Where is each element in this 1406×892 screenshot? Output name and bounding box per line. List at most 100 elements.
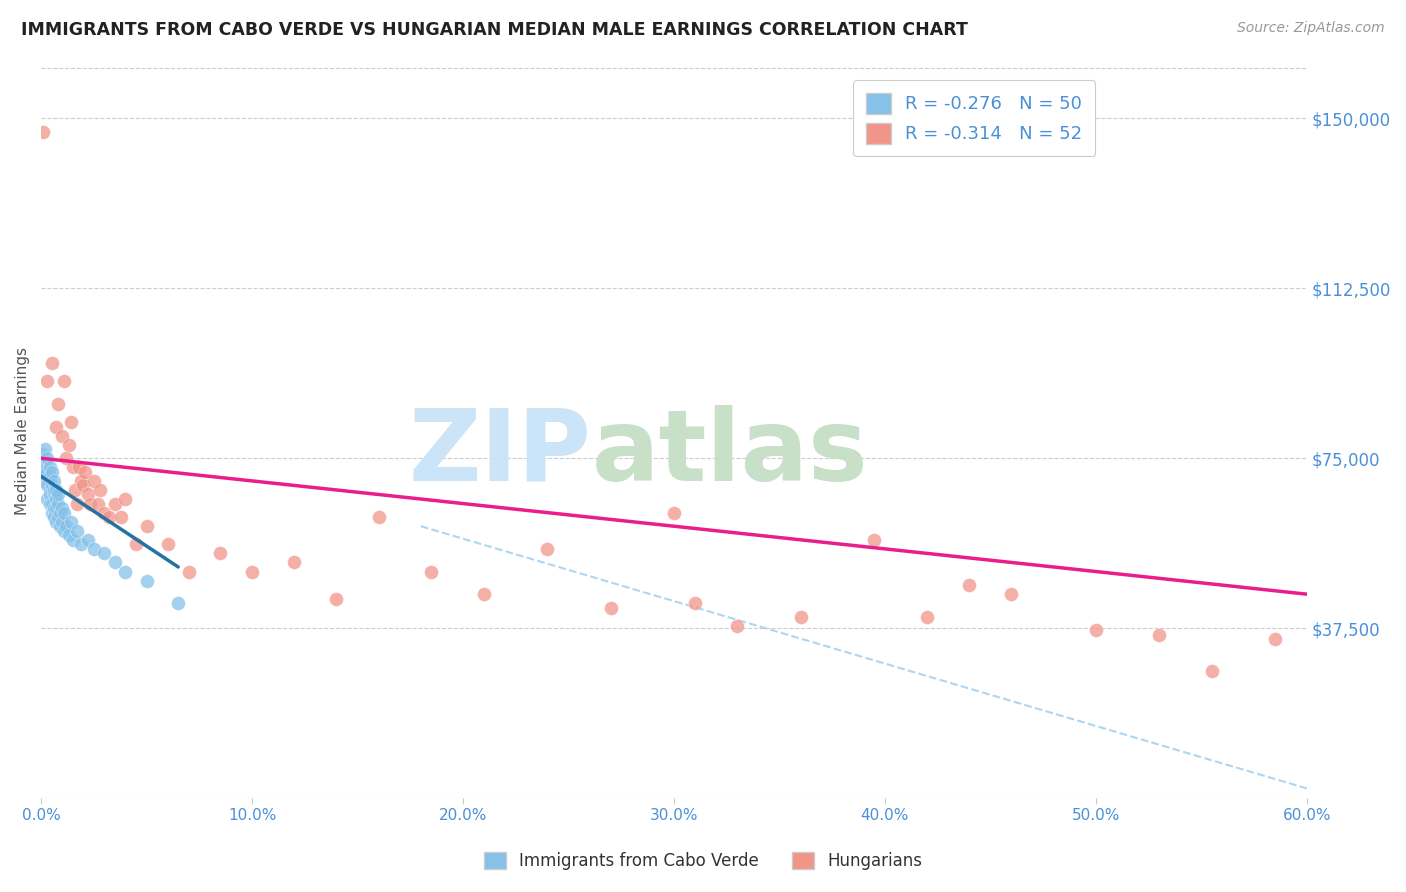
Point	[37, 451, 59, 466]
Point	[41, 465, 63, 479]
Point	[1084, 624, 1107, 638]
Point	[58, 437, 80, 451]
Point	[42, 510, 65, 524]
Point	[32, 447, 55, 461]
Point	[683, 596, 706, 610]
Point	[45, 501, 67, 516]
Point	[240, 565, 263, 579]
Text: ZIP: ZIP	[409, 405, 592, 501]
Point	[51, 501, 73, 516]
Point	[32, 465, 55, 479]
Point	[38, 497, 60, 511]
Point	[1000, 587, 1022, 601]
Point	[97, 510, 120, 524]
Point	[863, 533, 886, 547]
Point	[83, 474, 105, 488]
Point	[46, 510, 69, 524]
Point	[59, 515, 82, 529]
Point	[367, 510, 389, 524]
Point	[45, 515, 67, 529]
Point	[49, 506, 72, 520]
Point	[38, 460, 60, 475]
Point	[45, 491, 67, 506]
Point	[42, 487, 65, 501]
Point	[41, 478, 63, 492]
Text: atlas: atlas	[592, 405, 869, 501]
Point	[72, 478, 94, 492]
Point	[83, 541, 105, 556]
Legend: R = -0.276   N = 50, R = -0.314   N = 52: R = -0.276 N = 50, R = -0.314 N = 52	[853, 80, 1095, 156]
Point	[55, 519, 77, 533]
Point	[70, 537, 93, 551]
Point	[135, 574, 157, 588]
Point	[59, 415, 82, 429]
Legend: Immigrants from Cabo Verde, Hungarians: Immigrants from Cabo Verde, Hungarians	[477, 845, 929, 877]
Point	[1264, 632, 1286, 647]
Point	[420, 565, 443, 579]
Point	[1201, 664, 1223, 678]
Point	[283, 556, 305, 570]
Point	[156, 537, 179, 551]
Point	[42, 483, 65, 497]
Point	[209, 546, 232, 560]
Point	[167, 596, 190, 610]
Point	[104, 497, 127, 511]
Point	[67, 460, 90, 475]
Point	[789, 610, 811, 624]
Point	[41, 483, 63, 497]
Point	[472, 587, 495, 601]
Point	[41, 506, 63, 520]
Point	[62, 533, 84, 547]
Point	[1147, 628, 1170, 642]
Point	[66, 497, 89, 511]
Point	[46, 397, 69, 411]
Point	[58, 528, 80, 542]
Point	[45, 483, 67, 497]
Point	[37, 491, 59, 506]
Point	[915, 610, 938, 624]
Point	[75, 465, 97, 479]
Point	[46, 497, 69, 511]
Point	[53, 374, 76, 388]
Point	[62, 460, 84, 475]
Point	[87, 497, 110, 511]
Point	[37, 465, 59, 479]
Y-axis label: Median Male Earnings: Median Male Earnings	[15, 347, 30, 515]
Point	[37, 374, 59, 388]
Point	[37, 478, 59, 492]
Point	[114, 491, 136, 506]
Point	[662, 506, 685, 520]
Point	[76, 487, 98, 501]
Point	[110, 510, 132, 524]
Point	[51, 515, 73, 529]
Text: IMMIGRANTS FROM CABO VERDE VS HUNGARIAN MEDIAN MALE EARNINGS CORRELATION CHART: IMMIGRANTS FROM CABO VERDE VS HUNGARIAN …	[21, 21, 967, 39]
Point	[66, 524, 89, 538]
Point	[93, 506, 115, 520]
Point	[45, 419, 67, 434]
Point	[135, 519, 157, 533]
Point	[957, 578, 980, 592]
Point	[38, 469, 60, 483]
Point	[51, 428, 73, 442]
Point	[325, 591, 347, 606]
Text: Source: ZipAtlas.com: Source: ZipAtlas.com	[1237, 21, 1385, 36]
Point	[53, 524, 76, 538]
Point	[49, 519, 72, 533]
Point	[125, 537, 148, 551]
Point	[32, 125, 55, 139]
Point	[63, 483, 86, 497]
Point	[38, 487, 60, 501]
Point	[41, 356, 63, 370]
Point	[42, 501, 65, 516]
Point	[89, 483, 111, 497]
Point	[70, 474, 93, 488]
Point	[79, 497, 101, 511]
Point	[93, 546, 115, 560]
Point	[114, 565, 136, 579]
Point	[599, 600, 621, 615]
Point	[38, 483, 60, 497]
Point	[46, 487, 69, 501]
Point	[34, 442, 56, 457]
Point	[76, 533, 98, 547]
Point	[536, 541, 558, 556]
